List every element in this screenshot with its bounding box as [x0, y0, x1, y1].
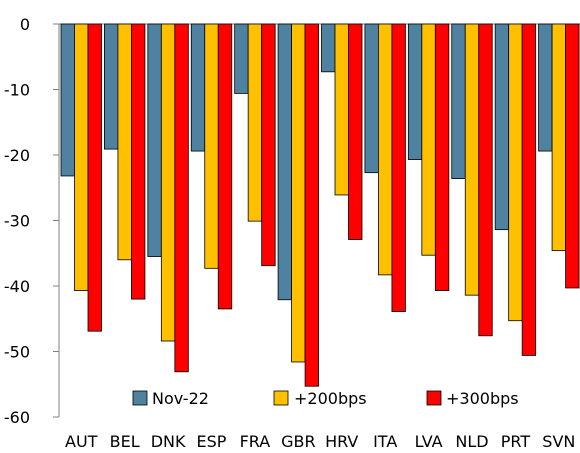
bar-prt-series-2: [521, 23, 537, 356]
bar-nld-series-1: [464, 23, 480, 296]
bar-svn-series-1: [551, 23, 566, 252]
y-axis: 0 -10 -20 -30 -40 -50 -60: [4, 15, 580, 427]
x-tick-label: NLD: [455, 432, 488, 451]
bar-svn-series-2: [565, 23, 580, 289]
bar-hrv-series-1: [334, 23, 349, 196]
x-axis-labels: AUT BEL DNK ESP FRA GBR HRV ITA LVA NLD PRT SVN: [65, 432, 575, 451]
x-tick-label: ITA: [373, 432, 397, 451]
bar-lva-series-1: [421, 23, 436, 256]
bar-fra-series-0: [234, 23, 249, 94]
bar-hrv-series-0: [321, 23, 336, 73]
y-tick-label: 0: [20, 15, 30, 34]
bar-aut-series-1: [74, 23, 89, 291]
x-tick-label: LVA: [415, 432, 443, 451]
y-tick-label: -30: [4, 212, 30, 231]
x-tick-label: AUT: [65, 432, 98, 451]
x-tick-label: GBR: [281, 432, 316, 451]
legend-swatch-2: [426, 390, 442, 406]
legend-label-1: +200bps: [294, 389, 367, 408]
legend-swatch-1: [273, 390, 289, 406]
bar-dnk-series-2: [174, 23, 189, 373]
legend-swatch-0: [132, 390, 148, 406]
bar-fra-series-1: [247, 23, 263, 222]
bar-gbr-series-1: [291, 23, 306, 363]
bar-aut-series-2: [87, 23, 102, 332]
y-tick-label: -50: [4, 343, 30, 362]
bar-lva-series-0: [407, 23, 423, 160]
x-tick-label: ESP: [197, 432, 227, 451]
bar-lva-series-2: [434, 23, 450, 291]
bar-esp-series-2: [217, 23, 233, 310]
x-tick-label: SVN: [542, 432, 575, 451]
bar-prt-series-0: [494, 23, 510, 231]
bar-bel-series-1: [117, 23, 132, 261]
bar-gbr-series-2: [304, 23, 319, 387]
x-tick-label: DNK: [151, 432, 186, 451]
bar-svn-series-0: [538, 23, 553, 152]
bar-dnk-series-0: [147, 23, 162, 257]
y-tick-label: -10: [4, 81, 30, 100]
bar-esp-series-0: [190, 23, 206, 152]
legend-label-2: +300bps: [446, 389, 519, 408]
bars-group: [60, 23, 580, 387]
bar-fra-series-2: [261, 23, 276, 267]
y-tick-label: -20: [4, 146, 30, 165]
y-tick-label: -40: [4, 277, 30, 296]
bar-nld-series-0: [451, 23, 466, 179]
bar-bel-series-0: [104, 23, 119, 150]
x-tick-label: BEL: [110, 432, 140, 451]
x-tick-label: PRT: [501, 432, 531, 451]
legend-label-0: Nov-22: [152, 389, 209, 408]
bar-hrv-series-2: [348, 23, 363, 240]
bar-aut-series-0: [60, 23, 75, 177]
bar-dnk-series-1: [160, 23, 176, 342]
legend: Nov-22 +200bps +300bps: [132, 389, 519, 408]
bar-prt-series-1: [508, 23, 523, 322]
bar-bel-series-2: [131, 23, 146, 300]
y-tick-label: -60: [4, 408, 30, 427]
bar-gbr-series-0: [277, 23, 292, 301]
bar-ita-series-1: [378, 23, 393, 276]
x-tick-label: FRA: [240, 432, 271, 451]
bar-ita-series-0: [364, 23, 379, 174]
bar-esp-series-1: [204, 23, 219, 269]
bar-ita-series-2: [391, 23, 406, 312]
x-tick-label: HRV: [325, 432, 358, 451]
bar-nld-series-2: [478, 23, 493, 337]
